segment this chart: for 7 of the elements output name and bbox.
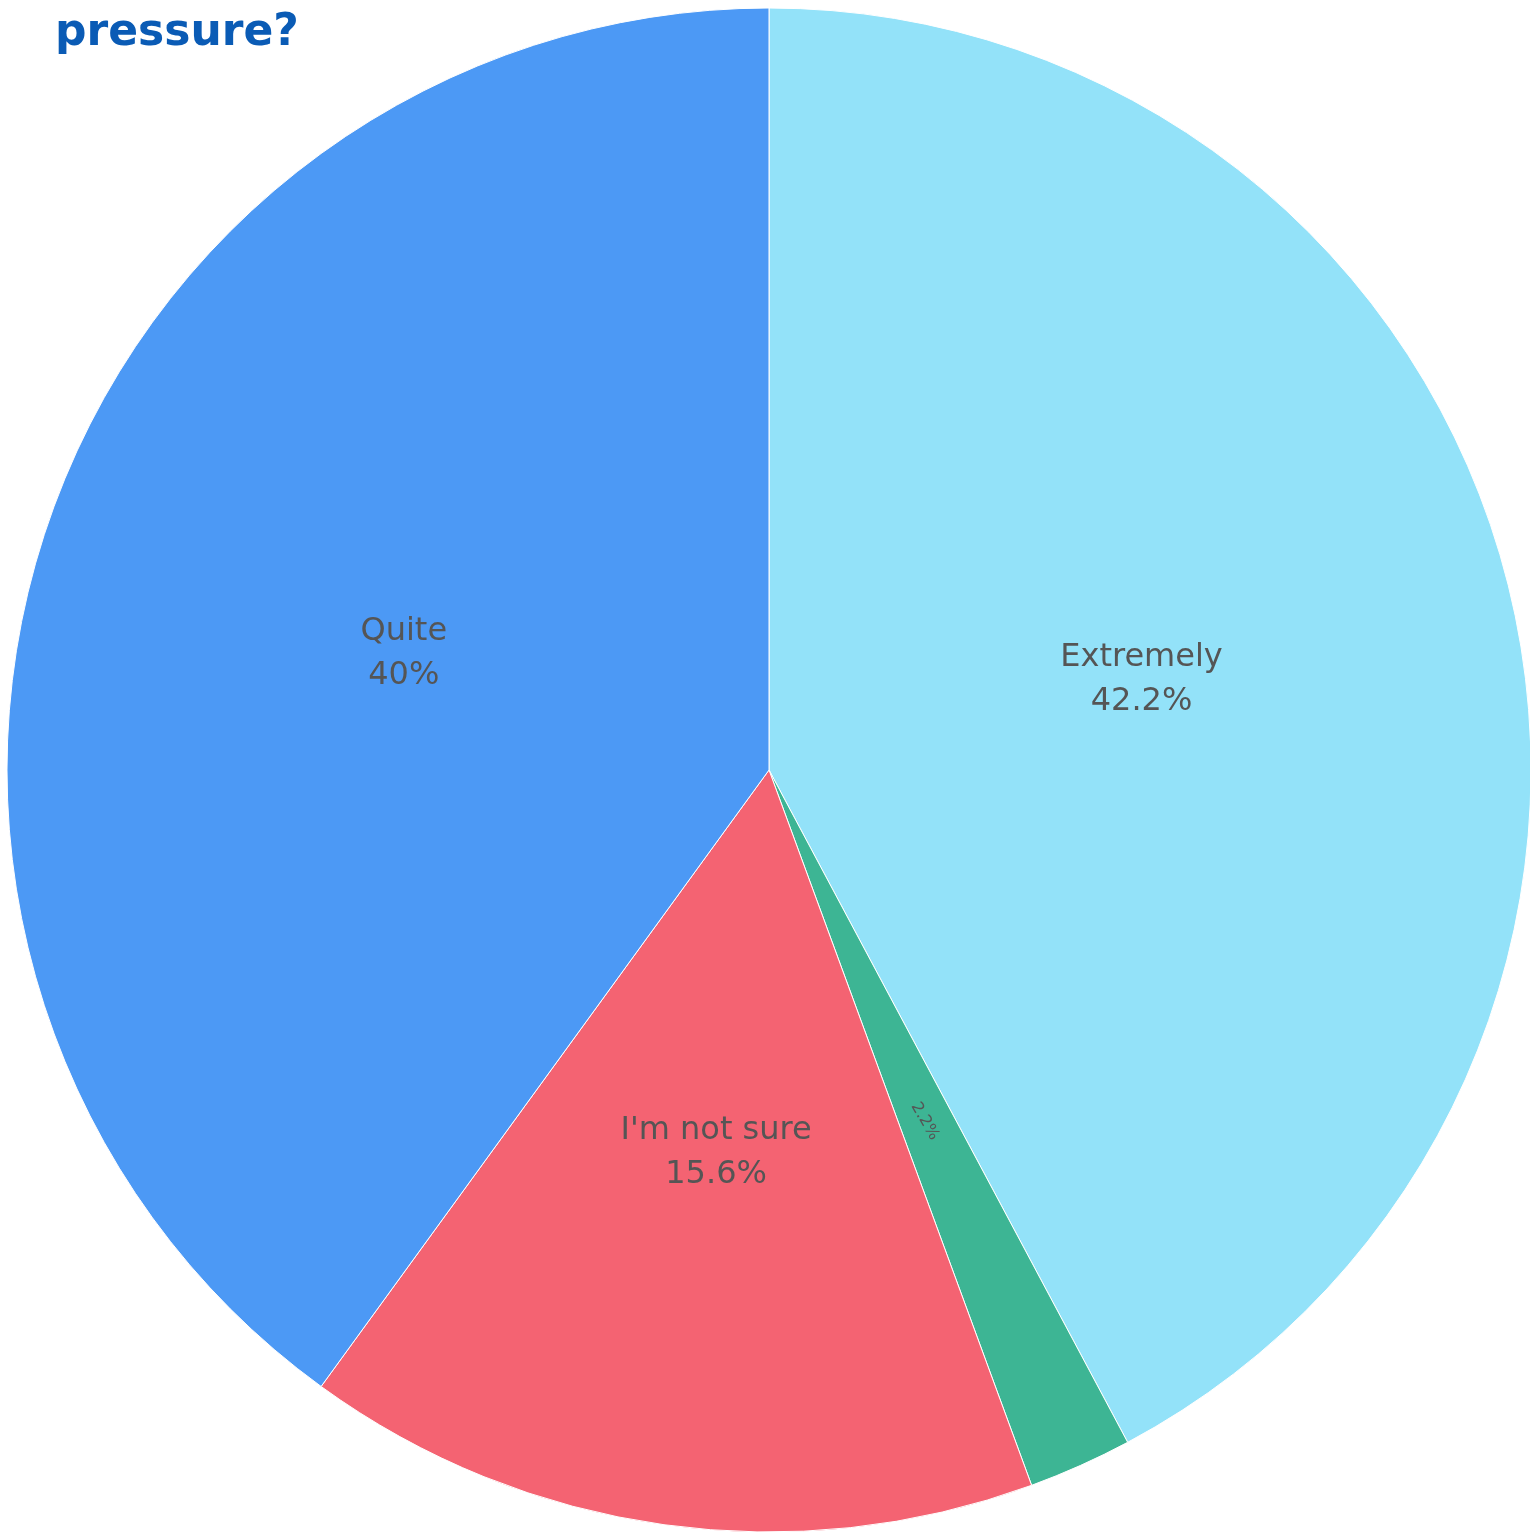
chart-title: pressure? — [55, 3, 299, 55]
slice-label: Extremely — [1060, 635, 1223, 674]
data-label: 40% — [368, 654, 440, 693]
slice-label: Quite — [360, 610, 448, 649]
slice-label: I'm not sure — [620, 1109, 812, 1148]
data-label: 42.2% — [1090, 679, 1193, 718]
data-label: 15.6% — [665, 1153, 767, 1192]
